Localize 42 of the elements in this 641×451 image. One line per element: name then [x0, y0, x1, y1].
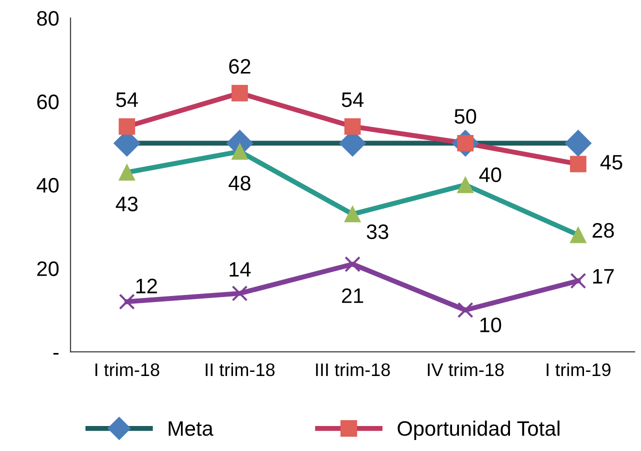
point	[118, 118, 136, 135]
data-label: 17	[593, 269, 614, 284]
y-tick-label: 80	[37, 11, 59, 26]
data-label: 21	[342, 288, 364, 303]
data-label: 54	[342, 92, 364, 108]
point	[564, 130, 592, 157]
point	[570, 156, 586, 172]
legend-label: Oportunidad Total	[398, 420, 560, 440]
data-label: 54	[116, 92, 138, 108]
y-tick-label: 60	[37, 94, 59, 110]
point	[457, 302, 474, 318]
data-label: 33	[366, 224, 388, 240]
x-tick-label: I trim-18	[95, 362, 160, 376]
point	[457, 176, 474, 194]
point	[232, 84, 248, 102]
legend-label: Meta	[168, 421, 214, 436]
point	[232, 285, 248, 302]
data-label: 12	[136, 278, 157, 294]
point	[570, 226, 586, 244]
data-label: 10	[480, 318, 502, 332]
y-tick-label: -	[53, 352, 58, 355]
y-tick-label: 20	[37, 261, 59, 276]
point	[118, 164, 136, 181]
point	[232, 143, 248, 160]
data-label: 62	[229, 58, 250, 74]
data-label: 28	[592, 223, 614, 238]
data-label: 50	[454, 109, 476, 124]
point	[344, 118, 361, 135]
x-tick-label: IV trim-18	[428, 362, 504, 376]
point	[118, 294, 135, 310]
data-label: 48	[228, 176, 250, 190]
x-tick-label: II trim-18	[206, 362, 275, 376]
data-label: 14	[230, 262, 251, 277]
data-label: 45	[600, 155, 622, 170]
x-tick-label: I trim-19	[546, 362, 610, 376]
x-tick-label: III trim-18	[316, 362, 390, 376]
data-label: 43	[116, 196, 138, 212]
point	[570, 272, 586, 289]
data-label: 40	[479, 167, 502, 182]
point	[344, 256, 361, 272]
y-tick-label: 40	[36, 178, 59, 193]
point	[344, 206, 361, 222]
